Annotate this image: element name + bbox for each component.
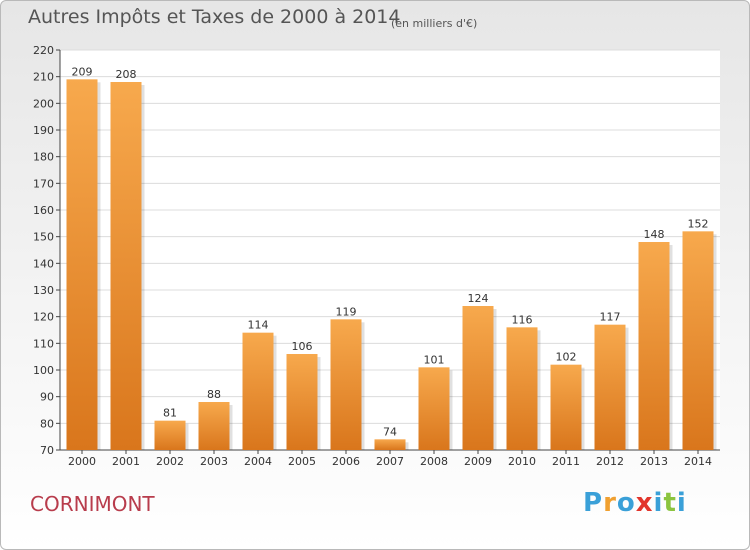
logo-letter: r	[603, 488, 617, 518]
x-tick-label-2006: 2006	[332, 455, 360, 468]
bar-2006	[330, 319, 362, 450]
data-label-2006: 119	[336, 305, 357, 318]
y-tick-label: 120	[33, 311, 54, 324]
y-tick-label: 140	[33, 257, 54, 270]
y-tick-label: 180	[33, 151, 54, 164]
x-tick-label-2004: 2004	[244, 455, 272, 468]
y-tick-label: 210	[33, 71, 54, 84]
data-label-2002: 81	[163, 407, 177, 420]
chart-title: Autres Impôts et Taxes de 2000 à 2014	[28, 6, 401, 28]
bar-2014	[682, 231, 714, 450]
x-tick-label-2010: 2010	[508, 455, 536, 468]
y-tick-label: 80	[40, 417, 54, 430]
y-tick-label: 190	[33, 124, 54, 137]
x-tick-label-2007: 2007	[376, 455, 404, 468]
data-label-2009: 124	[468, 292, 489, 305]
y-tick-label: 170	[33, 177, 54, 190]
axes: 7080901001101201301401501601701801902002…	[33, 44, 720, 468]
bar-2011	[550, 364, 582, 450]
bar-2010	[506, 327, 538, 450]
data-label-2011: 102	[556, 351, 577, 364]
data-label-2012: 117	[600, 311, 621, 324]
y-tick-label: 130	[33, 284, 54, 297]
x-tick-label-2014: 2014	[684, 455, 712, 468]
chart-unit: (en milliers d'€)	[391, 17, 478, 30]
x-tick-label-2005: 2005	[288, 455, 316, 468]
bar-2012	[594, 324, 626, 450]
x-tick-label-2002: 2002	[156, 455, 184, 468]
data-label-2007: 74	[383, 425, 397, 438]
labels: 209 208 81 88 114 106 119 74 101 124 116 102 117 148 1…	[72, 65, 709, 438]
x-tick-label-2011: 2011	[552, 455, 580, 468]
bar-2008	[418, 367, 450, 450]
place-name: CORNIMONT	[30, 492, 155, 516]
bar-2002	[154, 420, 186, 450]
data-label-2014: 152	[688, 217, 709, 230]
data-label-2000: 209	[72, 65, 93, 78]
bar-2009	[462, 306, 494, 450]
x-tick-label-2000: 2000	[68, 455, 96, 468]
proxiti-logo[interactable]: Proxiti	[583, 488, 687, 518]
data-label-2005: 106	[292, 340, 313, 353]
bar-2005	[286, 354, 318, 450]
bar-2001	[110, 82, 142, 450]
bars	[66, 79, 717, 450]
y-tick-label: 110	[33, 337, 54, 350]
bar-2007	[374, 439, 406, 450]
x-tick-label-2013: 2013	[640, 455, 668, 468]
data-label-2004: 114	[248, 319, 269, 332]
y-tick-label: 200	[33, 97, 54, 110]
logo-letter: i	[653, 488, 664, 518]
logo-letter: o	[616, 488, 636, 518]
x-tick-label-2009: 2009	[464, 455, 492, 468]
y-tick-label: 160	[33, 204, 54, 217]
x-tick-label-2003: 2003	[200, 455, 228, 468]
logo-letter: P	[583, 488, 604, 518]
bar-2000	[66, 79, 98, 450]
x-tick-label-2001: 2001	[112, 455, 140, 468]
data-label-2013: 148	[644, 228, 665, 241]
x-tick-label-2008: 2008	[420, 455, 448, 468]
x-tick-label-2012: 2012	[596, 455, 624, 468]
y-tick-label: 150	[33, 231, 54, 244]
logo-letter: t	[663, 488, 677, 518]
y-tick-label: 90	[40, 391, 54, 404]
bar-2013	[638, 242, 670, 450]
data-label-2003: 88	[207, 388, 221, 401]
y-tick-label: 70	[40, 444, 54, 457]
data-label-2010: 116	[512, 313, 533, 326]
data-label-2008: 101	[424, 353, 445, 366]
logo-letter: i	[676, 488, 687, 518]
y-tick-label: 220	[33, 44, 54, 57]
logo-letter: x	[635, 488, 654, 518]
bar-2003	[198, 402, 230, 450]
bar-2004	[242, 332, 274, 450]
data-label-2001: 208	[116, 68, 137, 81]
y-tick-label: 100	[33, 364, 54, 377]
